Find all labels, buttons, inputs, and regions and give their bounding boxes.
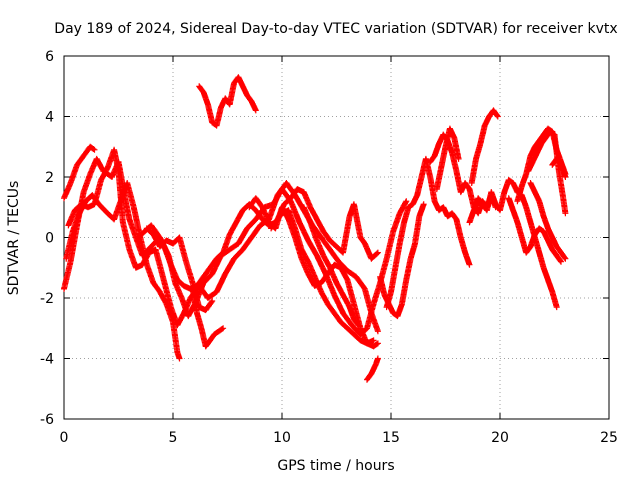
data-point-markers xyxy=(61,155,410,338)
series-track xyxy=(300,204,362,329)
series-track xyxy=(505,195,564,265)
data-point-markers xyxy=(300,204,362,329)
data-point-markers xyxy=(383,155,473,311)
data-point-markers xyxy=(549,155,569,180)
series-track xyxy=(549,155,569,180)
data-point-markers xyxy=(505,195,564,265)
y-axis-label: SDTVAR / TECUs xyxy=(6,181,22,296)
series-track xyxy=(527,180,569,262)
series-track xyxy=(61,155,410,338)
series-track xyxy=(377,201,427,320)
data-point-markers xyxy=(268,186,381,262)
series-track xyxy=(65,146,381,335)
grid xyxy=(64,56,609,419)
data-point-markers xyxy=(527,180,569,262)
series-track xyxy=(189,285,227,350)
data-point-markers xyxy=(364,355,381,383)
series-track xyxy=(196,74,259,129)
data-point-markers xyxy=(466,177,560,311)
series-track xyxy=(364,355,381,383)
x-tick-label: 5 xyxy=(169,430,178,446)
series-track xyxy=(468,107,501,186)
x-tick-label: 25 xyxy=(600,430,618,446)
data-point-markers xyxy=(143,225,216,314)
y-tick-label: 4 xyxy=(45,110,54,126)
data-points xyxy=(61,74,569,383)
x-tick-label: 10 xyxy=(273,430,291,446)
data-point-markers xyxy=(525,128,569,217)
data-point-markers xyxy=(468,107,501,186)
series-track xyxy=(525,128,569,217)
y-tick-label: -4 xyxy=(40,352,54,368)
series-track xyxy=(143,225,216,314)
data-point-markers xyxy=(65,146,381,335)
x-axis-label: GPS time / hours xyxy=(277,458,394,474)
y-tick-label: 2 xyxy=(45,170,54,186)
y-tick-label: 6 xyxy=(45,49,54,65)
axis-ticks: 0 5 10 15 20 25 -6 -4 -2 0 2 4 6 xyxy=(40,49,618,446)
x-tick-label: 0 xyxy=(60,430,69,446)
series-track xyxy=(268,186,381,262)
y-tick-label: -2 xyxy=(40,291,54,307)
data-point-markers xyxy=(189,285,227,350)
y-tick-label: -6 xyxy=(40,412,54,428)
chart-title: Day 189 of 2024, Sidereal Day-to-day VTE… xyxy=(54,21,617,37)
data-point-markers xyxy=(196,74,259,129)
series-track xyxy=(383,155,473,311)
data-point-markers xyxy=(433,125,462,193)
x-tick-label: 20 xyxy=(491,430,509,446)
series-track xyxy=(433,125,462,193)
x-tick-label: 15 xyxy=(382,430,400,446)
y-tick-label: 0 xyxy=(45,231,54,247)
series-track xyxy=(61,143,98,202)
data-point-markers xyxy=(377,201,427,320)
data-point-markers xyxy=(61,143,98,202)
series-track xyxy=(466,177,560,311)
